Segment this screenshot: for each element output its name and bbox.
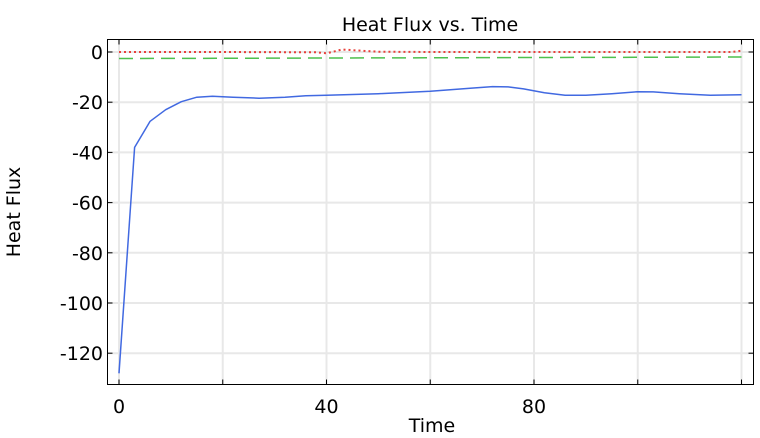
plot-series: [118, 48, 742, 374]
y-axis-label: Heat Flux: [3, 167, 25, 258]
chart-title: Heat Flux vs. Time: [342, 14, 518, 36]
y-tick-label: -20: [72, 92, 103, 114]
grid-lines: [107, 39, 754, 385]
x-tick-label: 40: [314, 396, 338, 418]
y-tick-label: -80: [72, 243, 103, 265]
axis-ticks: [107, 39, 754, 385]
tick-labels: 0 40 80 0 -20 -40 -60 -80 -100 -120: [60, 42, 546, 418]
y-tick-label: -60: [72, 193, 103, 215]
y-tick-label: -100: [60, 293, 103, 315]
y-tick-label: 0: [91, 42, 103, 64]
x-axis-label: Time: [408, 415, 456, 437]
x-tick-label: 0: [113, 396, 125, 418]
series-1-line: [118, 85, 742, 374]
x-tick-label: 80: [522, 396, 546, 418]
y-tick-label: -120: [60, 343, 103, 365]
series-2-line: [119, 48, 742, 55]
y-tick-label: -40: [72, 142, 103, 164]
